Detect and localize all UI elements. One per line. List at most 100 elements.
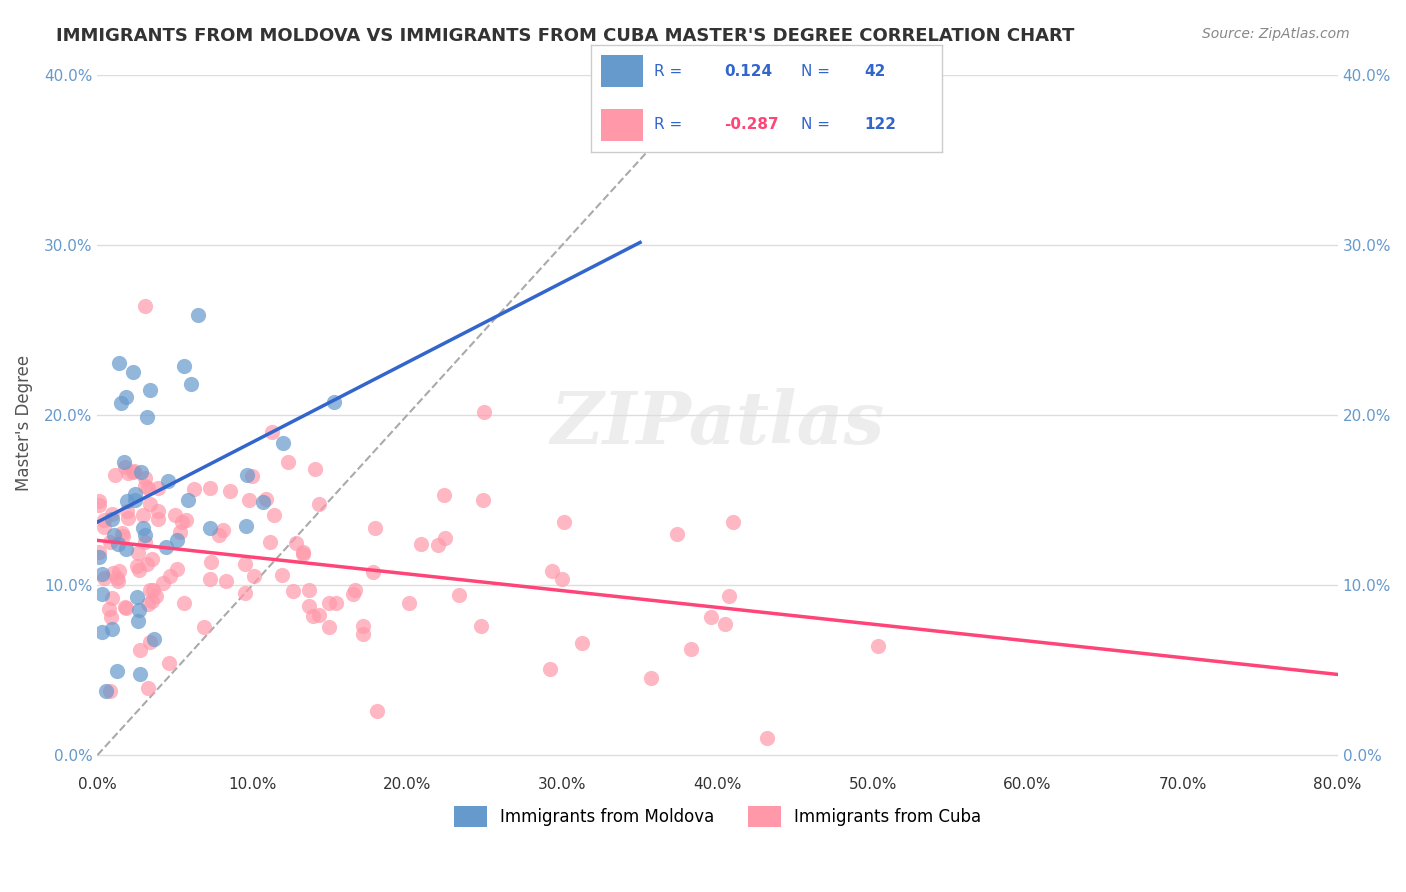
Point (342, 586, 364, 600)
Point (100, 591, 122, 605)
Point (665, 527, 688, 541)
Point (128, 563, 150, 577)
Point (166, 562, 188, 576)
Point (115, 542, 138, 557)
Point (285, 536, 308, 550)
Text: N =: N = (801, 118, 831, 132)
Point (93, 520, 115, 534)
Point (640, 671, 662, 685)
Point (208, 528, 231, 542)
Point (434, 531, 457, 545)
Point (277, 455, 299, 469)
Point (366, 705, 388, 719)
Point (471, 493, 494, 508)
Point (141, 551, 163, 566)
Point (115, 503, 138, 517)
Point (183, 482, 205, 496)
Point (318, 596, 340, 610)
Point (155, 540, 177, 554)
Point (174, 513, 197, 527)
Point (124, 464, 146, 478)
Point (96, 683, 118, 698)
Text: R =: R = (654, 64, 682, 78)
Point (292, 544, 315, 558)
Text: R =: R = (654, 118, 682, 132)
Point (87, 498, 110, 512)
Point (143, 632, 166, 647)
Point (107, 356, 129, 370)
Point (235, 519, 257, 533)
Point (200, 555, 222, 569)
Point (215, 574, 238, 588)
Point (91, 587, 114, 601)
Point (124, 493, 146, 508)
Point (472, 405, 495, 419)
Point (308, 497, 330, 511)
Point (433, 488, 456, 502)
Point (233, 586, 256, 600)
Point (212, 523, 235, 537)
Point (134, 471, 156, 485)
Point (271, 568, 294, 582)
Point (714, 616, 737, 631)
Point (273, 436, 295, 450)
Point (170, 515, 193, 529)
Point (219, 483, 242, 498)
Point (235, 467, 257, 482)
Bar (602, 109, 643, 141)
Point (136, 557, 159, 571)
Point (541, 564, 564, 578)
Point (114, 390, 136, 404)
Point (89, 545, 111, 559)
Point (180, 376, 202, 391)
Point (122, 465, 145, 479)
Point (134, 299, 156, 313)
Point (298, 599, 321, 613)
Point (98, 684, 121, 698)
Point (352, 626, 374, 640)
Point (325, 596, 347, 610)
Point (553, 516, 575, 530)
Point (93, 571, 115, 585)
Point (91, 624, 114, 639)
Point (352, 619, 374, 633)
Point (681, 641, 703, 656)
Point (551, 572, 574, 586)
Point (103, 528, 125, 542)
Point (166, 533, 188, 547)
Point (343, 583, 366, 598)
Point (129, 666, 152, 681)
Point (139, 383, 162, 397)
Text: 0.124: 0.124 (724, 64, 772, 78)
Point (114, 460, 136, 475)
Point (110, 396, 132, 410)
Bar (602, 55, 643, 87)
Point (298, 583, 321, 598)
Point (122, 365, 145, 379)
Point (136, 597, 159, 611)
Legend: Immigrants from Moldova, Immigrants from Cuba: Immigrants from Moldova, Immigrants from… (447, 800, 988, 833)
Point (193, 620, 215, 634)
Text: 122: 122 (865, 118, 897, 132)
Point (115, 493, 138, 508)
Point (259, 534, 281, 549)
Point (238, 492, 260, 507)
Point (292, 547, 315, 561)
Point (87, 549, 110, 564)
Text: -0.287: -0.287 (724, 118, 779, 132)
Point (107, 574, 129, 588)
Point (138, 635, 160, 649)
Point (108, 564, 131, 578)
Point (700, 609, 723, 624)
Point (152, 576, 174, 591)
Point (101, 507, 124, 521)
Point (117, 510, 139, 524)
Point (136, 481, 159, 495)
Point (142, 583, 165, 598)
Point (361, 566, 384, 580)
Point (723, 515, 745, 529)
Point (163, 508, 186, 523)
Point (141, 594, 163, 608)
Point (470, 618, 492, 632)
Point (755, 731, 778, 745)
